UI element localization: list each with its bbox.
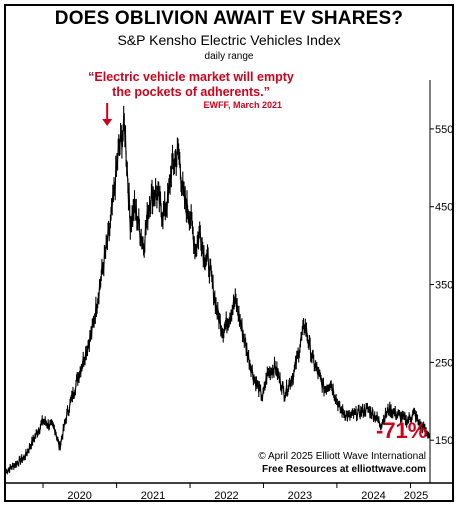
x-tick-label: 2021 [141, 490, 165, 502]
copyright-text: © April 2025 Elliott Wave International [258, 451, 426, 462]
y-tick-label: 450 [435, 202, 453, 214]
x-tick-label: 2023 [288, 490, 312, 502]
chart-frame [4, 4, 454, 502]
quote-annotation: “Electric vehicle market will empty the … [88, 70, 294, 99]
x-tick-label: 2025 [404, 490, 428, 502]
y-tick-label: 550 [435, 124, 453, 136]
quote-source: EWFF, March 2021 [203, 100, 282, 110]
free-resources-link[interactable]: Free Resources at elliottwave.com [262, 464, 426, 475]
arrow-down-icon [102, 119, 113, 126]
chart-subtitle: S&P Kensho Electric Vehicles Index [117, 32, 341, 48]
percent-change-label: -71% [376, 418, 428, 443]
chart-title: DOES OBLIVION AWAIT EV SHARES? [54, 8, 404, 29]
y-tick-label: 150 [435, 435, 453, 447]
x-tick-label: 2020 [67, 490, 91, 502]
y-tick-label: 350 [435, 280, 453, 292]
x-tick-label: 2024 [361, 490, 385, 502]
chart-note: daily range [204, 51, 254, 62]
y-tick-label: 250 [435, 357, 453, 369]
x-tick-label: 2022 [214, 490, 238, 502]
price-series-line [5, 105, 431, 475]
